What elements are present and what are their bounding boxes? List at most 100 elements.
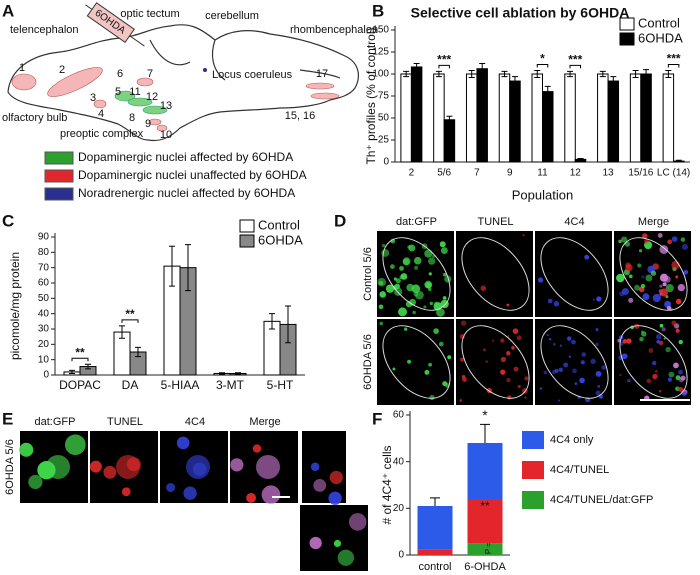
cell-signal: [671, 320, 677, 326]
legend-swatch: [239, 219, 255, 233]
x-tick-label: DOPAC: [59, 378, 101, 392]
error-bar: [135, 346, 141, 358]
cell-signal: [183, 486, 197, 500]
region-outline: [461, 325, 530, 399]
significance: **: [125, 307, 135, 321]
cell-signal: [675, 298, 682, 305]
cell-signal: [337, 549, 355, 566]
cell-signal: [559, 344, 563, 347]
bar: [629, 73, 642, 163]
y-axis-label: picomole/mg protein: [8, 252, 22, 360]
bar: [607, 80, 620, 163]
cell-body: [46, 455, 70, 479]
chart-title: Selective cell ablation by 6OHDA: [411, 5, 630, 21]
cell-signal: [595, 328, 599, 332]
bar: [564, 73, 576, 163]
bar-segment: [467, 499, 503, 544]
error-bar: [534, 69, 541, 79]
cell-signal: [513, 366, 519, 372]
anatomy-label: olfactory bulb: [2, 112, 67, 124]
cell-signal: [579, 377, 585, 384]
bar-segment: [417, 549, 453, 555]
micrograph: [456, 319, 533, 405]
syringe: [85, 2, 145, 47]
column-header: TUNEL: [107, 416, 143, 428]
cell-signal: [413, 291, 419, 297]
x-axis-label: Population: [512, 187, 573, 202]
cell-signal: [348, 513, 367, 531]
cell-signal: [601, 365, 606, 370]
significance: **: [75, 345, 85, 359]
cell-signal: [399, 266, 404, 271]
error-bar: [119, 325, 125, 339]
y-tick-label: 0: [398, 550, 404, 561]
cell-signal: [429, 301, 433, 306]
column-header: dat:GFP: [35, 416, 76, 428]
cell-signal: [543, 370, 548, 375]
cell-signal: [652, 360, 657, 366]
legend-label: 4C4 only: [550, 434, 594, 446]
cell-signal: [616, 273, 625, 283]
cell-signal: [648, 348, 654, 353]
bar: [400, 73, 412, 163]
cell-body: [186, 455, 210, 479]
bar: [509, 80, 521, 163]
y-tick-label: 150: [372, 25, 389, 36]
error-bar: [501, 70, 508, 78]
region-outline: [461, 237, 530, 311]
anatomy-label: 13: [160, 100, 172, 112]
bar-segment: [467, 543, 503, 555]
cell-signal: [539, 387, 543, 390]
cell-signal: [642, 293, 650, 301]
panel-letter: A: [2, 1, 14, 20]
cell-signal: [440, 247, 448, 254]
cell-signal: [595, 390, 601, 396]
column-header: Merge: [249, 416, 280, 428]
cell-signal: [671, 236, 678, 242]
cell-signal: [447, 355, 452, 360]
error-bar: [185, 244, 191, 292]
cell-body: [116, 455, 140, 479]
cell-signal: [673, 362, 679, 369]
legend-label: Control: [638, 15, 680, 30]
cell-signal: [628, 297, 634, 303]
cell-signal: [512, 328, 519, 335]
cell-signal: [665, 295, 669, 299]
significance: **: [480, 499, 490, 513]
cell-signal: [595, 342, 599, 346]
cell-signal: [89, 460, 102, 473]
x-tick-label: 3-MT: [216, 378, 245, 392]
cell-signal: [665, 346, 671, 353]
y-tick-label: 60: [393, 410, 405, 421]
cell-signal: [666, 305, 672, 311]
panel-letter: F: [372, 409, 382, 428]
x-tick-label: 13: [602, 168, 614, 179]
region-outline: [619, 325, 688, 399]
error-bar: [69, 369, 75, 374]
cell-signal: [641, 331, 647, 337]
y-tick-label: 10: [38, 354, 50, 365]
cell-signal: [507, 395, 512, 400]
significance: ***: [667, 52, 681, 66]
cell-signal: [625, 262, 632, 268]
legend-swatch: [619, 32, 635, 46]
error-bar: [610, 76, 617, 86]
y-tick-label: 30: [38, 324, 50, 335]
cell-signal: [634, 284, 640, 291]
column-header: Merge: [638, 216, 669, 228]
cell-signal: [402, 258, 410, 266]
anatomy-label: 9: [145, 118, 151, 130]
y-tick-label: 80: [38, 247, 50, 258]
cell-signal: [524, 376, 529, 381]
cell-signal: [460, 320, 467, 326]
cell-signal: [428, 272, 432, 276]
cell-signal: [405, 301, 413, 308]
bar: [597, 73, 609, 163]
bar: [498, 73, 511, 163]
legend-swatch: [44, 187, 74, 201]
cell-signal: [580, 360, 585, 365]
anatomy-label: cerebellum: [205, 10, 259, 22]
cell-signal: [667, 239, 673, 245]
cell-signal: [658, 389, 662, 393]
cell-signal: [675, 328, 680, 333]
